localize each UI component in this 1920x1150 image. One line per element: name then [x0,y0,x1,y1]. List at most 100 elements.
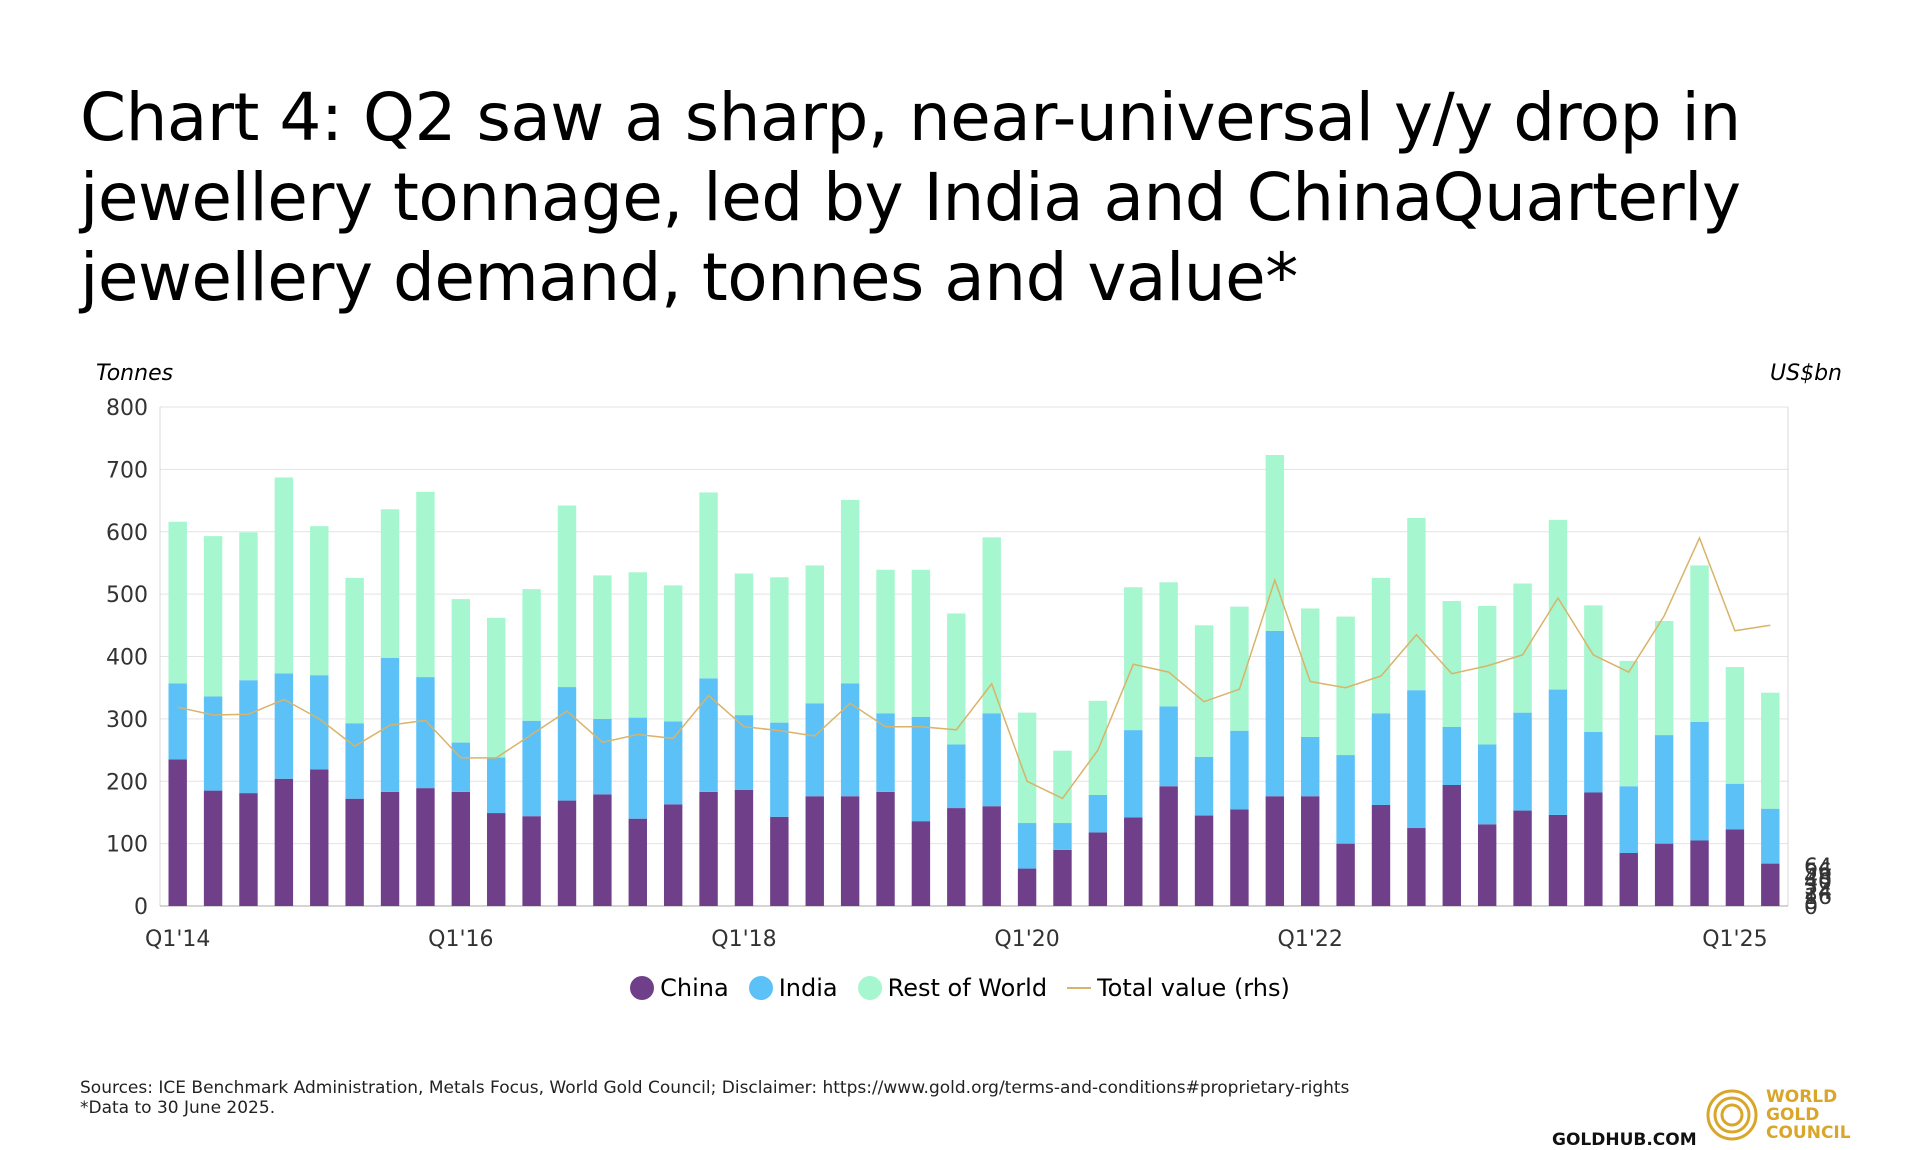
bar-china [911,821,931,906]
bar-india [1690,721,1709,841]
bar-rest-of-world [1584,605,1603,732]
bar-china [1725,829,1745,906]
bar-china [310,769,329,906]
bar-rest-of-world [1725,667,1745,784]
bar-rest-of-world [274,477,294,674]
bar-india [1017,823,1037,869]
logo-line-3: COUNCIL [1766,1123,1851,1143]
bar-rest-of-world [416,491,435,678]
bar-china [734,789,754,906]
bar-india [1371,713,1391,805]
bar-india [1159,706,1178,787]
bar-rest-of-world [734,573,754,716]
bar-india [487,757,506,814]
bar-india [274,673,294,779]
legend-swatch-row [857,976,882,1000]
legend-label-row: Rest of World [887,974,1048,1002]
bar-india [593,718,612,795]
bar-india [1761,808,1780,864]
bar-rest-of-world [1442,600,1461,727]
logo-line-2: GOLD [1766,1105,1820,1125]
bar-rest-of-world [310,526,329,676]
bar-china [1124,817,1143,906]
bar-china [1053,849,1072,906]
bar-rest-of-world [1230,606,1249,731]
bar-china [1194,815,1214,906]
x-tick-label: Q1'22 [1278,927,1343,952]
bar-india [1265,630,1285,797]
bar-india [1301,736,1320,797]
bar-china [1159,786,1178,906]
bar-china [1336,843,1355,906]
legend-item-value: Total value (rhs) [1067,974,1290,1002]
x-tick-label: Q1'20 [994,927,1059,952]
bar-india [168,683,187,760]
bar-rest-of-world [911,569,931,718]
bar-china [1088,832,1108,906]
bar-china [1761,863,1780,906]
bar-china [628,818,647,906]
y-tick-label: 100 [106,833,148,858]
bar-rest-of-world [876,569,895,714]
bar-india [557,687,577,801]
bar-rest-of-world [770,577,789,723]
bar-rest-of-world [1690,565,1709,722]
bar-india [1088,794,1108,833]
logo-line-1: WORLD [1766,1087,1838,1107]
bar-rest-of-world [663,585,683,722]
y-tick-label: 800 [106,396,148,421]
legend-swatch-india [748,976,773,1000]
bar-rest-of-world [1159,582,1178,707]
bar-rest-of-world [168,521,187,684]
bar-india [840,683,860,797]
bar-china [770,816,789,906]
bar-china [1619,852,1638,906]
y2-tick-label: 56 [1804,860,1832,885]
line-total-value [177,536,1771,800]
bar-china [1371,804,1391,906]
bar-india [982,713,1001,807]
bar-rest-of-world [1477,605,1497,745]
data-date-note: *Data to 30 June 2025. [80,1098,276,1118]
bar-china [1301,796,1320,906]
bar-rest-of-world [557,505,577,688]
y-tick-label: 200 [106,770,148,795]
bar-china [380,791,400,906]
bar-india [1053,823,1072,850]
bar-china [487,813,506,906]
chart-footer: Sources: ICE Benchmark Administration, M… [80,1078,1349,1118]
y2-tick-label: 48 [1804,865,1832,890]
bar-rest-of-world [239,532,258,681]
right-axis-unit: US$bn [1770,361,1842,386]
bar-rest-of-world [203,536,223,697]
bar-rest-of-world [1088,700,1108,795]
bar-india [1619,786,1638,853]
bar-rest-of-world [487,617,506,758]
chart-title: Chart 4: Q2 saw a sharp, near-universal … [80,79,1741,316]
bar-china [1442,784,1461,906]
bar-rest-of-world [1265,455,1285,631]
goldhub-url[interactable]: GOLDHUB.COM [1552,1130,1697,1150]
bar-india [628,717,647,819]
bar-india [1230,730,1249,810]
bar-india [1477,744,1497,825]
bar-india [416,677,435,789]
bar-india [310,675,329,770]
bar-rest-of-world [380,509,400,658]
bar-china [1690,840,1709,906]
bar-india [1513,712,1532,811]
bar-china [1548,814,1568,906]
legend-swatch-china [630,976,655,1000]
world-gold-council-logo: WORLD GOLD COUNCIL [1706,1088,1851,1142]
bar-india [451,742,471,792]
bar-china [840,796,860,906]
bar-rest-of-world [1513,583,1532,713]
bar-india [1442,726,1461,785]
bar-india [1194,756,1214,816]
bar-rest-of-world [1654,620,1674,736]
legend-label-china: China [660,974,729,1002]
bar-china [1584,792,1603,906]
x-tick-label: Q1'16 [428,927,493,952]
bar-india [911,717,931,822]
bar-rest-of-world [1371,577,1391,714]
